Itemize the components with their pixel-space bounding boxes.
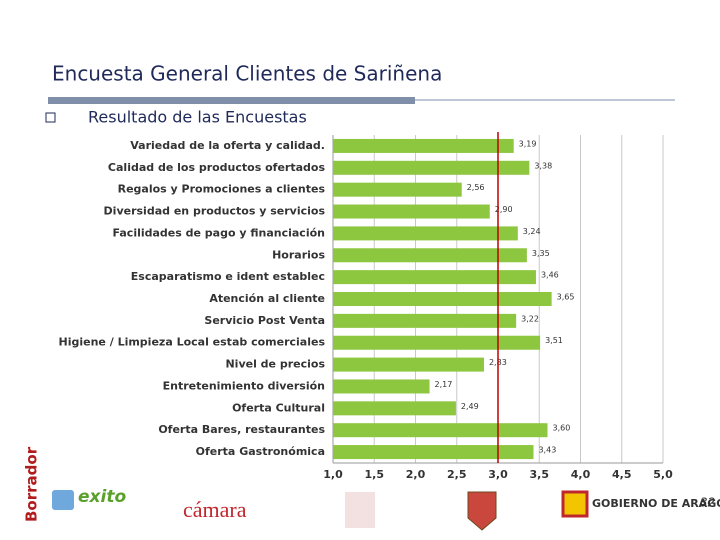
y-tick-label: Regalos y Promociones a clientes [118, 183, 326, 196]
value-label: 2,90 [495, 205, 513, 214]
slide-title: Encuesta General Clientes de Sariñena [52, 62, 442, 86]
value-label: 2,49 [461, 402, 479, 411]
bar [333, 182, 462, 197]
y-tick-label: Servicio Post Venta [204, 314, 325, 327]
x-tick-label: 4,5 [612, 468, 632, 481]
value-label: 3,22 [521, 314, 539, 323]
page-number: 32 [700, 496, 715, 510]
value-label: 3,60 [553, 424, 571, 433]
bullet-text: Resultado de las Encuestas [88, 108, 307, 127]
y-tick-label: Calidad de los productos ofertados [108, 161, 326, 174]
stamp: Borrador [23, 446, 41, 522]
bar [333, 357, 484, 372]
bar [333, 204, 490, 219]
y-tick-label: Higiene / Limpieza Local estab comercial… [59, 336, 326, 349]
x-tick-label: 4,0 [571, 468, 591, 481]
bar [333, 226, 518, 241]
value-label: 3,51 [545, 336, 563, 345]
bar [333, 335, 541, 350]
y-tick-label: Variedad de la oferta y calidad. [130, 139, 325, 152]
y-tick-label: Horarios [272, 248, 325, 261]
value-label: 2,17 [435, 380, 453, 389]
bullet-box [45, 112, 56, 123]
logo-shield [467, 491, 497, 531]
bar [333, 423, 548, 438]
bar [333, 270, 536, 285]
x-tick-label: 5,0 [653, 468, 673, 481]
bar [333, 313, 517, 328]
x-tick-label: 3,5 [530, 468, 550, 481]
logo-icon [561, 490, 589, 518]
value-label: 3,65 [557, 293, 575, 302]
bar [333, 445, 534, 460]
x-tick-label: 2,5 [447, 468, 467, 481]
value-label: 3,24 [523, 227, 541, 236]
y-tick-label: Facilidades de pago y financiación [113, 226, 326, 239]
y-tick-label: Atención al cliente [209, 292, 325, 305]
logo-text: GOBIERNO DE ARAGON [592, 497, 720, 510]
logo-text: cámara [183, 497, 247, 522]
logo-icon [345, 492, 375, 528]
value-label: 2,56 [467, 183, 485, 192]
bar [333, 379, 430, 394]
value-label: 3,46 [541, 271, 559, 280]
y-tick-label: Escaparatismo e ident establec [131, 270, 325, 283]
y-tick-label: Entretenimiento diversión [163, 379, 325, 392]
y-tick-label: Oferta Gastronómica [196, 445, 325, 458]
x-tick-label: 3,0 [488, 468, 508, 481]
bar [333, 160, 530, 175]
bar [333, 292, 552, 306]
y-tick-label: Oferta Bares, restaurantes [158, 423, 325, 436]
bar [333, 138, 514, 153]
bar [333, 401, 456, 416]
value-label: 3,35 [532, 249, 550, 258]
value-label: 3,43 [538, 446, 556, 455]
bar [333, 248, 527, 263]
title-rule [48, 97, 415, 104]
logo-text: exito [78, 487, 126, 507]
y-tick-label: Nivel de precios [225, 358, 325, 371]
logo-icon [52, 490, 74, 510]
y-tick-label: Oferta Cultural [232, 401, 325, 414]
value-label: 3,19 [519, 139, 537, 148]
x-tick-label: 1,5 [365, 468, 385, 481]
value-label: 3,38 [534, 161, 552, 170]
x-tick-label: 1,0 [323, 468, 343, 481]
y-tick-label: Diversidad en productos y servicios [104, 205, 326, 218]
x-tick-label: 2,0 [406, 468, 426, 481]
